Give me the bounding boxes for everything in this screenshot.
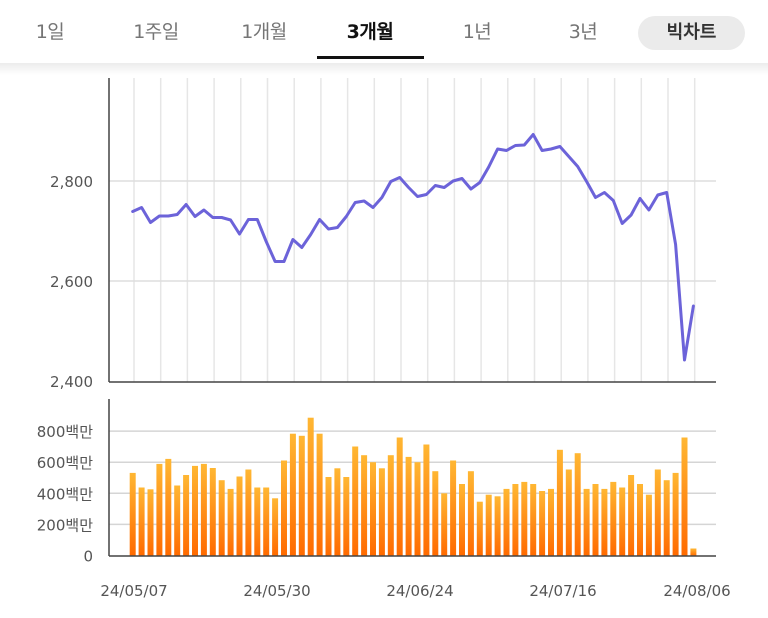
- volume-bar: [619, 487, 626, 556]
- tab-bar-shadow: [0, 63, 768, 75]
- volume-bar: [307, 417, 314, 556]
- volume-bar: [334, 468, 341, 556]
- tab-1-month[interactable]: 1개월: [241, 21, 287, 43]
- volume-bar: [352, 446, 359, 556]
- svg-text:2,800: 2,800: [50, 173, 93, 191]
- volume-bar: [396, 437, 403, 556]
- volume-bar: [281, 460, 287, 556]
- volume-bar: [503, 488, 510, 556]
- volume-bar: [209, 468, 216, 556]
- svg-text:2,600: 2,600: [50, 273, 93, 291]
- volume-bar: [183, 475, 190, 556]
- volume-bar: [245, 469, 252, 556]
- volume-bar: [138, 487, 145, 556]
- volume-bar: [325, 477, 332, 556]
- x-axis-date-labels: 24/05/07 24/05/30 24/06/24 24/07/16 24/08/06: [100, 582, 730, 600]
- volume-bar: [174, 485, 181, 556]
- svg-text:24/05/30: 24/05/30: [243, 582, 310, 600]
- volume-bar: [227, 488, 234, 556]
- bigchart-button[interactable]: 빅차트: [638, 16, 745, 50]
- volume-bar: [165, 458, 172, 556]
- svg-text:0: 0: [83, 548, 93, 566]
- volume-bar: [254, 487, 261, 556]
- volume-bar: [565, 469, 572, 556]
- volume-bar: [485, 494, 492, 556]
- volume-bar: [343, 477, 350, 556]
- volume-bar: [690, 548, 697, 556]
- volume-bar: [405, 456, 412, 556]
- volume-bar: [441, 493, 448, 556]
- price-line: [131, 133, 695, 362]
- volume-bar: [414, 462, 421, 556]
- volume-bar: [147, 489, 154, 556]
- svg-text:600백만: 600백만: [37, 454, 93, 472]
- volume-bar: [361, 455, 368, 556]
- volume-bar: [681, 437, 688, 556]
- volume-bar: [129, 472, 136, 556]
- volume-bar: [450, 460, 457, 556]
- volume-bar: [156, 463, 163, 556]
- volume-bar: [316, 433, 323, 556]
- volume-bar: [548, 488, 554, 556]
- volume-bar: [645, 494, 652, 556]
- tab-1-week[interactable]: 1주일: [133, 21, 179, 43]
- active-tab-indicator: [317, 56, 424, 59]
- svg-text:24/07/16: 24/07/16: [529, 582, 596, 600]
- volume-chart-axes: [108, 399, 716, 557]
- tab-1-day[interactable]: 1일: [35, 21, 65, 43]
- volume-y-axis-labels: 0 200백만 400백만 600백만 800백만: [37, 423, 93, 565]
- volume-bar: [494, 496, 501, 556]
- volume-bar: [663, 480, 670, 556]
- volume-bars: [129, 417, 697, 556]
- price-chart-axes: [108, 78, 716, 383]
- price-y-axis-labels: 2,400 2,600 2,800: [50, 173, 93, 391]
- period-tab-bar: 1일 1주일 1개월 3개월 1년 3년 빅차트: [0, 0, 768, 63]
- volume-bar: [370, 462, 376, 556]
- volume-bar: [628, 475, 635, 556]
- volume-bar: [592, 484, 599, 556]
- volume-bar: [467, 471, 474, 556]
- volume-bar: [387, 455, 394, 556]
- svg-text:400백만: 400백만: [37, 485, 93, 503]
- volume-bar: [192, 465, 198, 556]
- volume-bar: [512, 484, 519, 556]
- volume-bar: [423, 444, 430, 556]
- volume-bar: [476, 501, 483, 556]
- tab-1-year[interactable]: 1년: [462, 21, 492, 43]
- volume-bar: [200, 463, 207, 556]
- volume-bar: [637, 484, 643, 556]
- volume-bar: [574, 453, 581, 556]
- svg-text:24/05/07: 24/05/07: [100, 582, 167, 600]
- price-chart-grid: [109, 78, 716, 382]
- svg-text:24/06/24: 24/06/24: [386, 582, 453, 600]
- volume-bar: [289, 433, 296, 556]
- volume-bar: [459, 484, 465, 556]
- tab-3-years[interactable]: 3년: [568, 21, 598, 43]
- volume-bar: [530, 484, 537, 556]
- volume-bar: [263, 487, 270, 556]
- volume-bar: [298, 435, 305, 556]
- svg-text:24/08/06: 24/08/06: [663, 582, 730, 600]
- svg-text:200백만: 200백만: [37, 516, 93, 534]
- tab-3-months[interactable]: 3개월: [346, 21, 394, 43]
- volume-bar: [218, 480, 225, 556]
- volume-bar: [610, 481, 617, 556]
- volume-bar: [583, 488, 590, 556]
- volume-bar: [272, 498, 279, 556]
- volume-bar: [539, 491, 546, 556]
- volume-bar: [672, 472, 679, 556]
- svg-text:800백만: 800백만: [37, 423, 93, 441]
- svg-text:2,400: 2,400: [50, 373, 93, 391]
- volume-bar: [601, 488, 608, 556]
- volume-bar: [654, 469, 661, 556]
- volume-bar: [521, 481, 528, 556]
- volume-bar: [556, 449, 563, 556]
- volume-bar: [236, 476, 243, 556]
- volume-bar: [432, 471, 439, 556]
- volume-bar: [378, 468, 385, 556]
